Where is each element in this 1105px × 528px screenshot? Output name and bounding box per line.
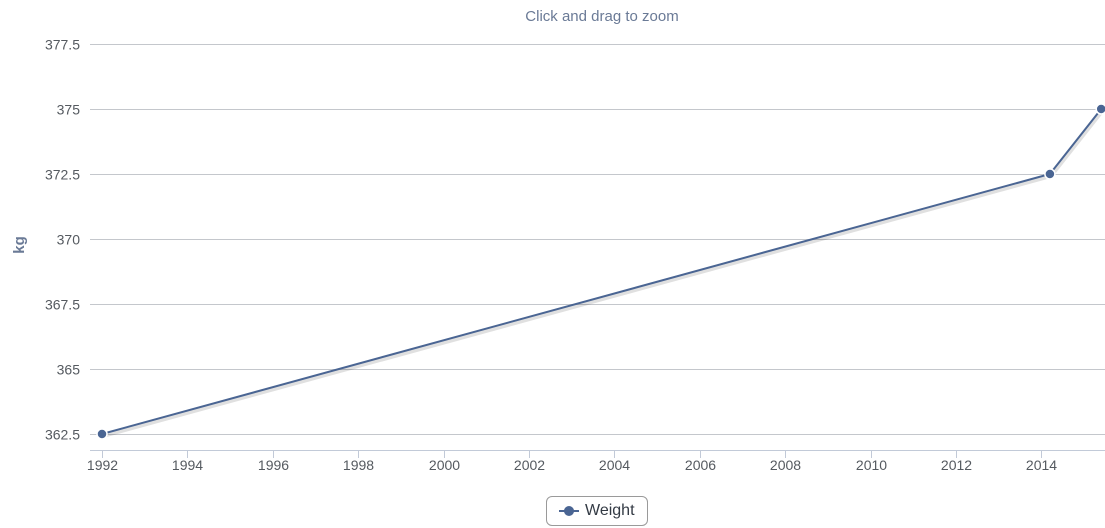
y-tick-label: 370 (57, 232, 81, 248)
x-tick-label: 2014 (1026, 457, 1057, 473)
x-tick-label: 2006 (685, 457, 716, 473)
y-tick-label: 367.5 (45, 297, 80, 313)
y-tick-label: 377.5 (45, 37, 80, 53)
x-tick-label: 2008 (770, 457, 801, 473)
data-point[interactable] (1095, 103, 1105, 115)
x-tick-label: 2010 (856, 457, 887, 473)
x-tick-label: 1996 (258, 457, 289, 473)
x-tick-label: 1998 (343, 457, 374, 473)
y-axis-labels: 362.5 365 367.5 370 372.5 375 377.5 (45, 37, 80, 443)
gridlines (90, 44, 1105, 435)
x-tick-label: 1994 (172, 457, 203, 473)
x-tick-label: 2012 (941, 457, 972, 473)
series-line-shadow (102, 109, 1104, 438)
x-tick-label: 2000 (429, 457, 460, 473)
y-tick-label: 375 (57, 102, 81, 118)
legend-item-weight[interactable]: Weight (546, 496, 648, 526)
x-tick-label: 1992 (87, 457, 118, 473)
x-tick-label: 2004 (599, 457, 630, 473)
series-line-weight (101, 108, 1102, 435)
y-tick-label: 365 (57, 362, 81, 378)
legend-label: Weight (585, 502, 635, 519)
chart-subtitle: Click and drag to zoom (525, 8, 678, 25)
x-tick-label: 2002 (514, 457, 545, 473)
series-weight (96, 103, 1105, 440)
x-axis: 1992 1994 1996 1998 2000 2002 2004 2006 2008 2010… (87, 450, 1105, 473)
y-tick-label: 362.5 (45, 427, 80, 443)
data-point[interactable] (96, 428, 108, 440)
legend-marker-icon (559, 505, 579, 517)
data-point[interactable] (1044, 168, 1056, 180)
y-tick-label: 372.5 (45, 167, 80, 183)
y-axis-title: kg (11, 236, 28, 254)
